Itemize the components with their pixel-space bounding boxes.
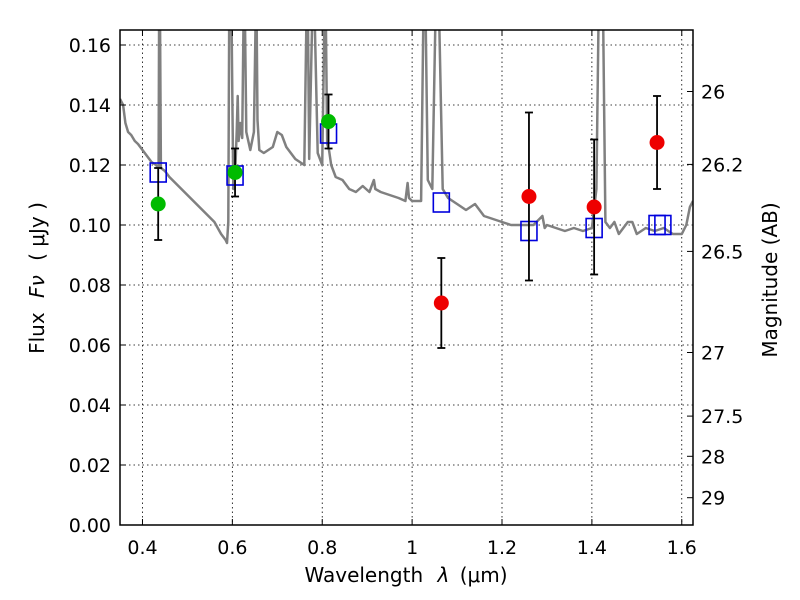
x-tick-label: 0.4: [127, 537, 157, 559]
x-tick-label: 1: [406, 537, 418, 559]
y2-tick-label: 27.5: [701, 406, 743, 428]
y-tick-label: 0.14: [69, 95, 111, 117]
x-tick-label: 0.6: [217, 537, 247, 559]
y-tick-label: 0.06: [69, 335, 111, 357]
y-axis-title-symbol: Fν: [25, 275, 49, 298]
y-tick-label: 0.04: [69, 395, 111, 417]
spectrum-series: [120, 30, 693, 245]
y2-tick-label: 29: [701, 488, 725, 510]
green-data-point: [150, 196, 166, 212]
red-data-point: [649, 135, 665, 150]
y-axis-title: Flux Fν ( μJy ): [25, 202, 49, 354]
green-data-point: [227, 165, 243, 180]
x-tick-label: 1.4: [577, 537, 607, 559]
x-tick-label: 1.2: [487, 537, 517, 559]
y2-axis-title: Magnitude (AB): [758, 202, 782, 357]
x-tick-label: 1.6: [667, 537, 697, 559]
x-tick-label: 0.8: [307, 537, 337, 559]
y-tick-label: 0.16: [69, 35, 111, 57]
spectrum-line: [120, 30, 693, 245]
y-axis-title-unit: ( μJy ): [25, 202, 49, 261]
y-tick-label: 0.10: [69, 215, 111, 237]
model-box: [432, 192, 451, 213]
y2-tick-label: 26.5: [701, 241, 743, 263]
x-axis-title-unit: (μm): [460, 563, 508, 587]
y-tick-label: 0.00: [69, 515, 111, 537]
y2-tick-label: 26.2: [701, 154, 743, 176]
y-axis-title-text: Flux: [25, 312, 49, 354]
plot-frame: [119, 29, 694, 526]
red-data-point: [521, 189, 537, 204]
axis-ticks: [120, 30, 693, 526]
y2-tick-label: 26: [701, 82, 725, 104]
model-box: [654, 214, 672, 236]
tick-labels: 0.4 0.6 0.8 1 1.2 1.4 1.6 0.00 0.02 0.04 0.06 0.08 0…: [69, 35, 744, 559]
x-axis-title: Wavelength λ (μm): [304, 563, 507, 587]
red-data-point: [433, 295, 449, 311]
photometry-points: [149, 93, 672, 349]
y-tick-label: 0.08: [69, 275, 111, 297]
y2-tick-label: 28: [701, 446, 725, 468]
grid-lines: [120, 30, 693, 525]
x-axis-title-symbol: λ: [437, 563, 450, 587]
y-tick-label: 0.12: [69, 155, 111, 177]
y-tick-label: 0.02: [69, 455, 111, 477]
x-axis-title-text: Wavelength: [304, 563, 423, 587]
y2-tick-label: 27: [701, 343, 725, 365]
green-data-point: [321, 114, 337, 129]
red-data-point: [586, 199, 602, 215]
